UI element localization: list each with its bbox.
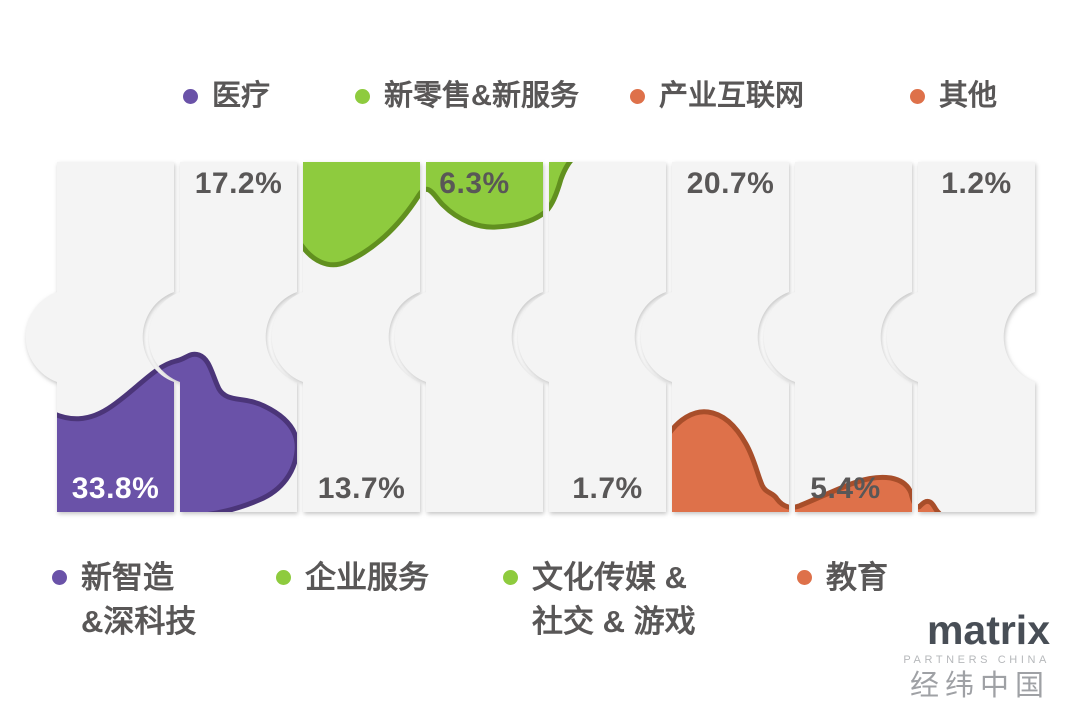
logo-subtitle-text: PARTNERS CHINA bbox=[903, 654, 1050, 666]
value-label-medical: 17.2% bbox=[194, 167, 283, 200]
fill-blob-orange-piece-8 bbox=[886, 409, 942, 512]
legend-item-enterprise-services: 企业服务 bbox=[276, 556, 429, 600]
legend-item-other: 其他 bbox=[910, 80, 997, 112]
matrix-partners-logo: matrix PARTNERS CHINA 经纬中国 bbox=[903, 610, 1050, 701]
puzzle-piece-4 bbox=[394, 162, 543, 512]
legend-item-new-retail: 新零售&新服务 bbox=[355, 80, 579, 112]
legend-label: 其他 bbox=[939, 80, 998, 112]
puzzle-piece-5 bbox=[517, 162, 666, 512]
legend-item-industrial-internet: 产业互联网 bbox=[630, 80, 804, 112]
logo-brand-text: matrix bbox=[926, 607, 1050, 653]
legend-label: 教育 bbox=[826, 560, 888, 595]
fill-blob-green-piece-4 bbox=[394, 162, 543, 268]
legend-item-smart-manufacturing: 新智造 &深科技 bbox=[52, 556, 196, 644]
value-label-education: 5.4% bbox=[810, 472, 881, 505]
fill-blob-green-piece-5 bbox=[517, 162, 578, 268]
legend-label: 企业服务 bbox=[305, 560, 429, 595]
puzzle-piece-7 bbox=[763, 162, 912, 512]
legend-label-line1: 新智造 bbox=[81, 560, 174, 595]
legend-item-medical: 医疗 bbox=[183, 80, 270, 112]
puzzle-piece-8 bbox=[886, 162, 1035, 512]
legend-label: 医疗 bbox=[212, 80, 271, 112]
legend-dot-other-icon bbox=[910, 89, 925, 104]
legend-item-education: 教育 bbox=[797, 556, 888, 600]
fill-blob-orange-piece-6 bbox=[663, 409, 789, 512]
fill-blob-green-piece-3 bbox=[295, 162, 420, 268]
value-label-smart-manufacturing: 33.8% bbox=[71, 472, 160, 505]
legend-dot-smart-manufacturing-icon bbox=[52, 570, 67, 585]
legend-dot-education-icon bbox=[797, 570, 812, 585]
legend-dot-culture-media-icon bbox=[503, 570, 518, 585]
value-label-industrial-internet: 20.7% bbox=[686, 167, 775, 200]
legend-dot-new-retail-icon bbox=[355, 89, 370, 104]
value-label-culture-media: 1.7% bbox=[572, 472, 643, 505]
legend-dot-medical-icon bbox=[183, 89, 198, 104]
legend-label-line2: 社交 & 游戏 bbox=[532, 604, 696, 639]
fill-blob-purple-piece-1 bbox=[47, 351, 174, 512]
legend-dot-enterprise-services-icon bbox=[276, 570, 291, 585]
legend-label: 新零售&新服务 bbox=[384, 80, 579, 112]
legend-item-culture-media: 文化传媒 & 社交 & 游戏 bbox=[503, 556, 696, 644]
value-label-enterprise-services: 13.7% bbox=[317, 472, 406, 505]
legend-dot-industrial-internet-icon bbox=[630, 89, 645, 104]
fill-blob-orange-piece-7 bbox=[763, 409, 912, 512]
legend-label-line1: 文化传媒 & bbox=[532, 560, 687, 595]
logo-chinese-text: 经纬中国 bbox=[909, 670, 1050, 702]
legend-label: 产业互联网 bbox=[659, 80, 805, 112]
value-label-other: 1.2% bbox=[941, 167, 1012, 200]
legend-label-line2: &深科技 bbox=[81, 604, 197, 639]
value-label-new-retail: 6.3% bbox=[439, 167, 510, 200]
